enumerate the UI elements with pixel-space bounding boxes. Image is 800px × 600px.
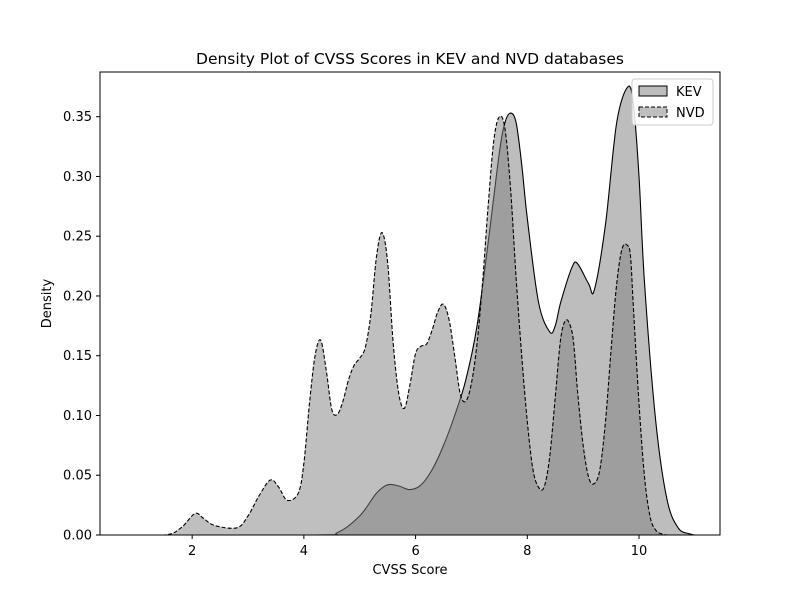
density-areas [113,85,695,536]
nvd-legend-label: NVD [676,106,705,121]
x-axis-label: CVSS Score [372,563,447,578]
plot-frame [99,71,721,536]
y-tick-label: 0.05 [63,469,92,484]
y-tick-label: 0.25 [63,230,92,245]
kev-legend-label: KEV [676,85,702,100]
y-tick-label: 0.10 [63,409,92,424]
kev-legend-swatch [638,85,668,97]
y-axis: 0.00 0.05 0.10 0.15 0.20 0.25 0.30 0.35 [63,110,100,544]
x-axis: 2 4 6 8 10 [188,535,647,559]
legend: KEV NVD [631,78,714,126]
kev-density-fill [113,86,695,536]
x-tick-label: 4 [300,544,308,559]
chart-title: Density Plot of CVSS Scores in KEV and N… [196,50,624,68]
x-tick-label: 2 [188,544,196,559]
x-tick-label: 8 [523,544,531,559]
y-tick-label: 0.00 [63,529,92,544]
x-tick-label: 6 [411,544,419,559]
nvd-density-fill [113,116,673,535]
x-tick-label: 10 [631,544,648,559]
y-tick-label: 0.15 [63,349,92,364]
nvd-density-line [113,115,673,536]
nvd-legend-swatch [638,106,668,118]
y-axis-label: Density [40,278,55,328]
y-tick-label: 0.35 [63,110,92,125]
y-tick-label: 0.30 [63,170,92,185]
y-tick-label: 0.20 [63,289,92,304]
